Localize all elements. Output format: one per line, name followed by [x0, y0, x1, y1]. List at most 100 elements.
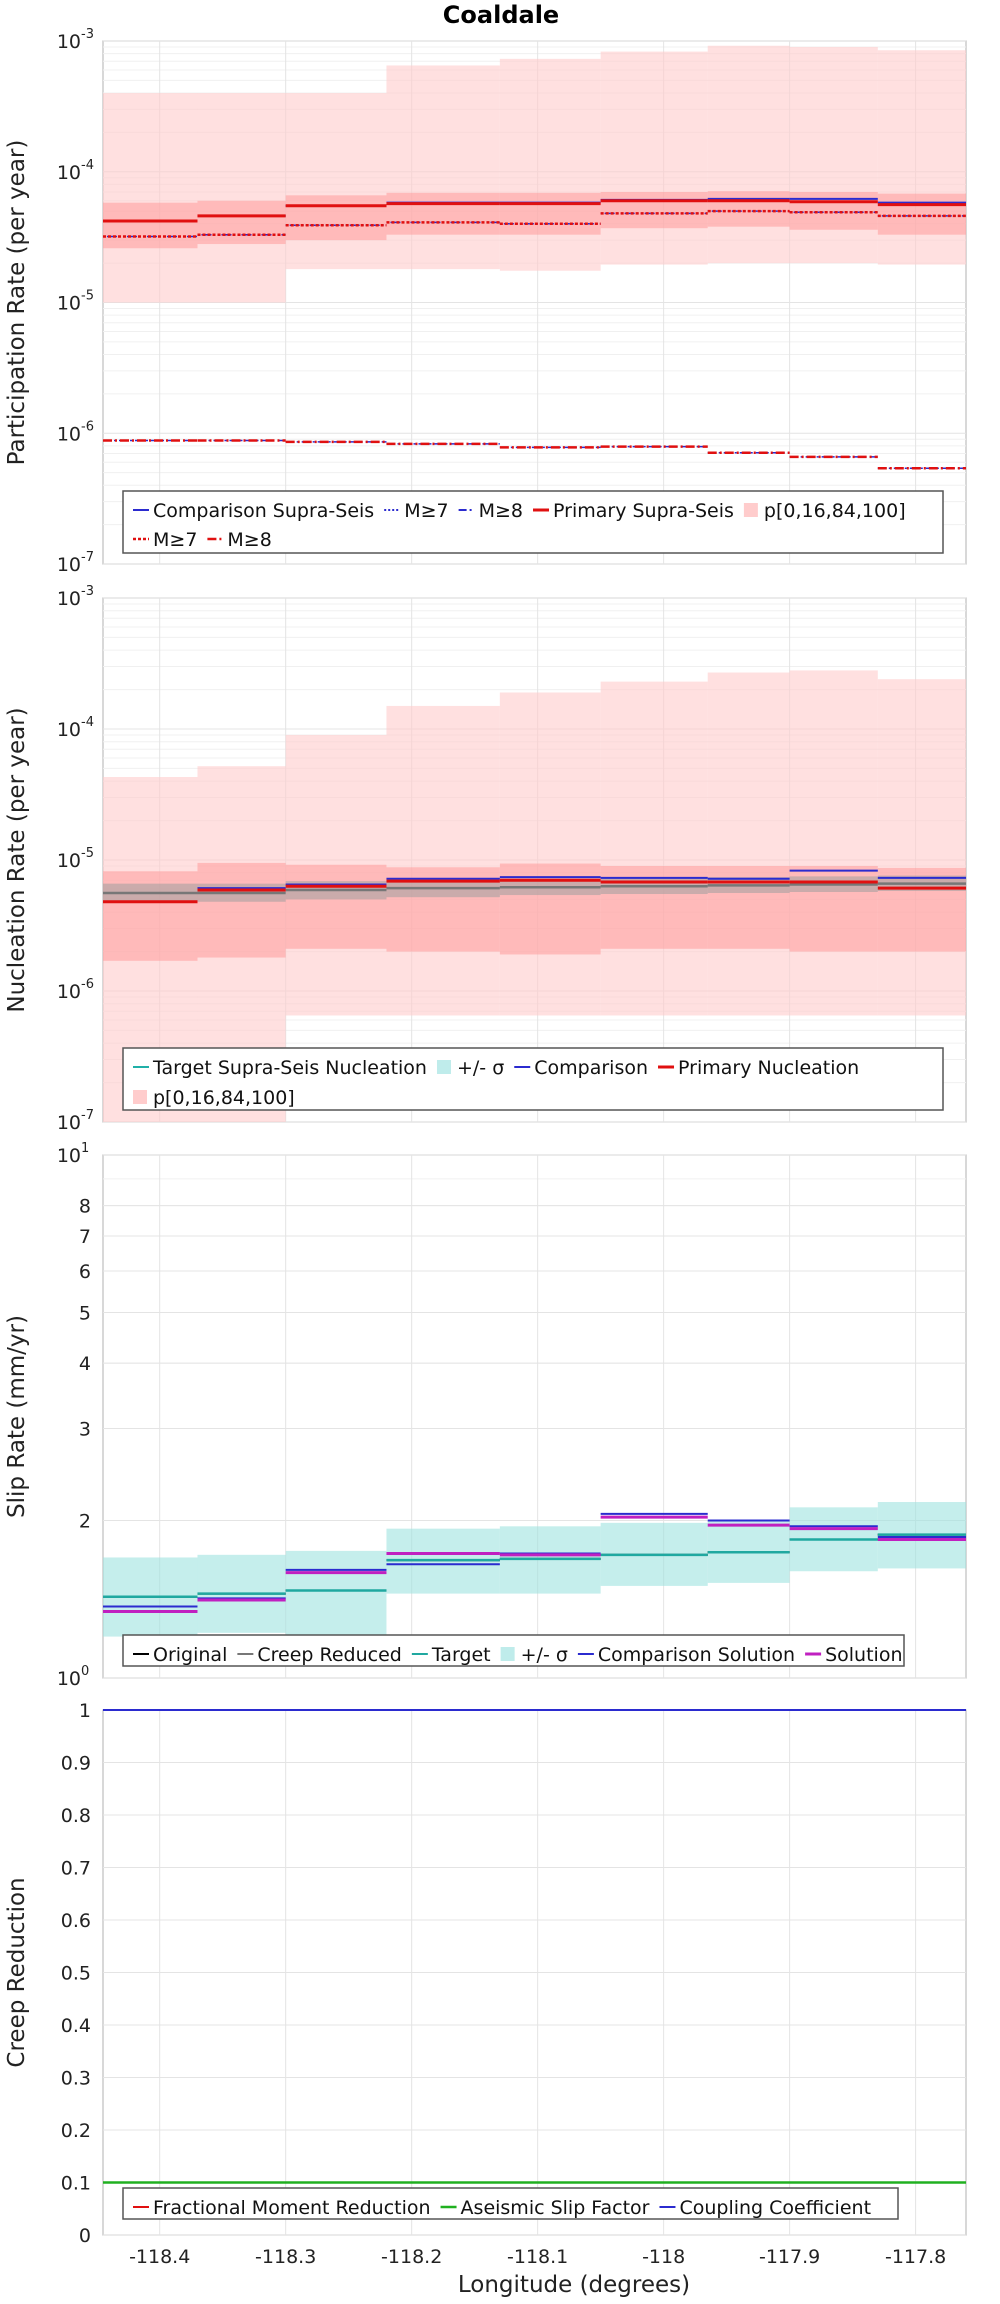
y-tick-label: 10: [57, 850, 81, 872]
y-tick-label: 6: [79, 1261, 91, 1283]
legend-item: M≥8: [207, 529, 272, 551]
y-tick-label: 10: [57, 293, 81, 315]
band-1-segment: [707, 191, 790, 227]
y-tick-label: 0.1: [61, 2173, 91, 2195]
y-tick-exponent: -5: [81, 846, 94, 861]
band-1-segment: [789, 192, 878, 230]
band-0-segment: [707, 672, 790, 1016]
series-4: [103, 209, 966, 238]
y-tick-label: 2: [79, 1511, 91, 1533]
y-tick-label: 10: [57, 162, 81, 184]
y-tick-exponent: -7: [81, 1108, 94, 1123]
legend-label: Solution: [825, 1644, 902, 1666]
y-tick-exponent: -6: [81, 977, 94, 992]
y-tick-label: 7: [79, 1226, 91, 1248]
legend-label: Primary Nucleation: [678, 1057, 859, 1079]
y-tick-label: 10: [57, 1112, 81, 1134]
x-tick-label: -118.3: [255, 2246, 316, 2268]
band-0-segment: [600, 51, 708, 265]
band-0-segment: [877, 679, 966, 1016]
series-2: [103, 1533, 966, 1599]
series: [103, 869, 966, 904]
legend-item: Comparison: [514, 1057, 648, 1079]
legend: Original Creep Reduced Target +/- σ Comparis…: [122, 1634, 905, 1667]
legend-box: [122, 1047, 944, 1111]
y-tick-labels: 10-710-610-510-410-3: [57, 584, 94, 1134]
legend-item: M≥8: [458, 500, 523, 522]
band-0-segment: [499, 692, 601, 1016]
legend-swatch: [133, 1090, 147, 1104]
y-tick-label: 10: [57, 31, 81, 53]
y-tick-label: 0.9: [61, 1753, 91, 1775]
y-tick-exponent: -3: [81, 27, 94, 42]
legend-item: p[0,16,84,100]: [743, 500, 906, 522]
y-axis-label: Nucleation Rate (per year): [4, 707, 30, 1012]
band-0-segment: [197, 93, 286, 303]
band-0-segment: [789, 46, 878, 264]
y-tick-label: 10: [57, 981, 81, 1003]
legend-label: +/- σ: [521, 1644, 568, 1666]
band-1-segment: [499, 863, 601, 955]
y-tick-exponent: -7: [81, 550, 94, 565]
band-0-segment: [600, 681, 708, 1016]
y-tick-exponent: -4: [81, 158, 94, 173]
y-tick-label: 1: [79, 1700, 91, 1722]
y-tick-label: 8: [79, 1196, 91, 1218]
x-tick-label: -118.2: [381, 2246, 442, 2268]
legend-label: Coupling Coefficient: [679, 2197, 871, 2219]
legend-box: [122, 490, 944, 554]
series-5: [103, 439, 966, 470]
band-0-segment: [285, 1550, 387, 1637]
legend-item: M≥7: [133, 529, 197, 551]
legend-label: Primary Supra-Seis: [553, 500, 734, 522]
series: [103, 197, 966, 470]
legend-item: Target: [411, 1644, 491, 1666]
band-1-segment: [285, 195, 387, 241]
band-1-segment: [197, 200, 286, 245]
y-tick-exponent: -3: [81, 584, 94, 599]
y-tick-exponent: -6: [81, 419, 94, 434]
legend-swatch: [500, 1647, 515, 1661]
grid: [103, 1709, 966, 2236]
y-tick-label: 10: [57, 1145, 81, 1167]
legend-item: M≥7: [384, 500, 449, 522]
legend: Fractional Moment Reduction Aseismic Slip…: [122, 2187, 899, 2220]
band-1-segment: [197, 862, 286, 958]
grid: [103, 1154, 966, 1679]
y-tick-label: 0.6: [61, 1910, 91, 1932]
x-tick-label: -118: [642, 2246, 685, 2268]
y-axis-label: Participation Rate (per year): [4, 140, 30, 466]
x-tick-label: -117.9: [759, 2246, 820, 2268]
legend-item: Creep Reduced: [237, 1644, 402, 1666]
legend-label: M≥7: [404, 500, 448, 522]
legend-item: Primary Nucleation: [658, 1057, 859, 1079]
legend-label: Creep Reduced: [257, 1644, 401, 1666]
y-tick-label: 0: [79, 2225, 91, 2247]
legend-item: Comparison Solution: [577, 1644, 795, 1666]
y-tick-label: 0.4: [61, 2015, 91, 2037]
legend-label: p[0,16,84,100]: [153, 1087, 295, 1109]
legend-label: Comparison: [534, 1057, 648, 1079]
legend-item: Aseismic Slip Factor: [440, 2197, 650, 2219]
y-tick-label: 10: [57, 554, 81, 576]
legend-label: M≥8: [479, 500, 523, 522]
legend-item: Original: [133, 1644, 227, 1666]
bands: [103, 45, 966, 303]
legend-item: Fractional Moment Reduction: [133, 2197, 431, 2219]
band-1-segment: [600, 192, 708, 229]
band-0-segment: [499, 58, 601, 271]
y-tick-label: 0.5: [61, 1963, 91, 1985]
y-tick-label: 4: [79, 1353, 91, 1375]
panel-4: 0 0.1 0.2 0.3 0.4 0.5 0.6 0.7 0.8 0.9 1 Creep Reduc…: [4, 1700, 967, 2268]
legend-label: Fractional Moment Reduction: [153, 2197, 431, 2219]
legend-swatch: [743, 503, 758, 517]
x-axis-label: Longitude (degrees): [458, 2272, 690, 2298]
legend-item: +/- σ: [500, 1644, 568, 1666]
legend-label: Comparison Supra-Seis: [153, 500, 374, 522]
series-3: [103, 199, 966, 223]
x-tick-label: -118.4: [129, 2246, 190, 2268]
